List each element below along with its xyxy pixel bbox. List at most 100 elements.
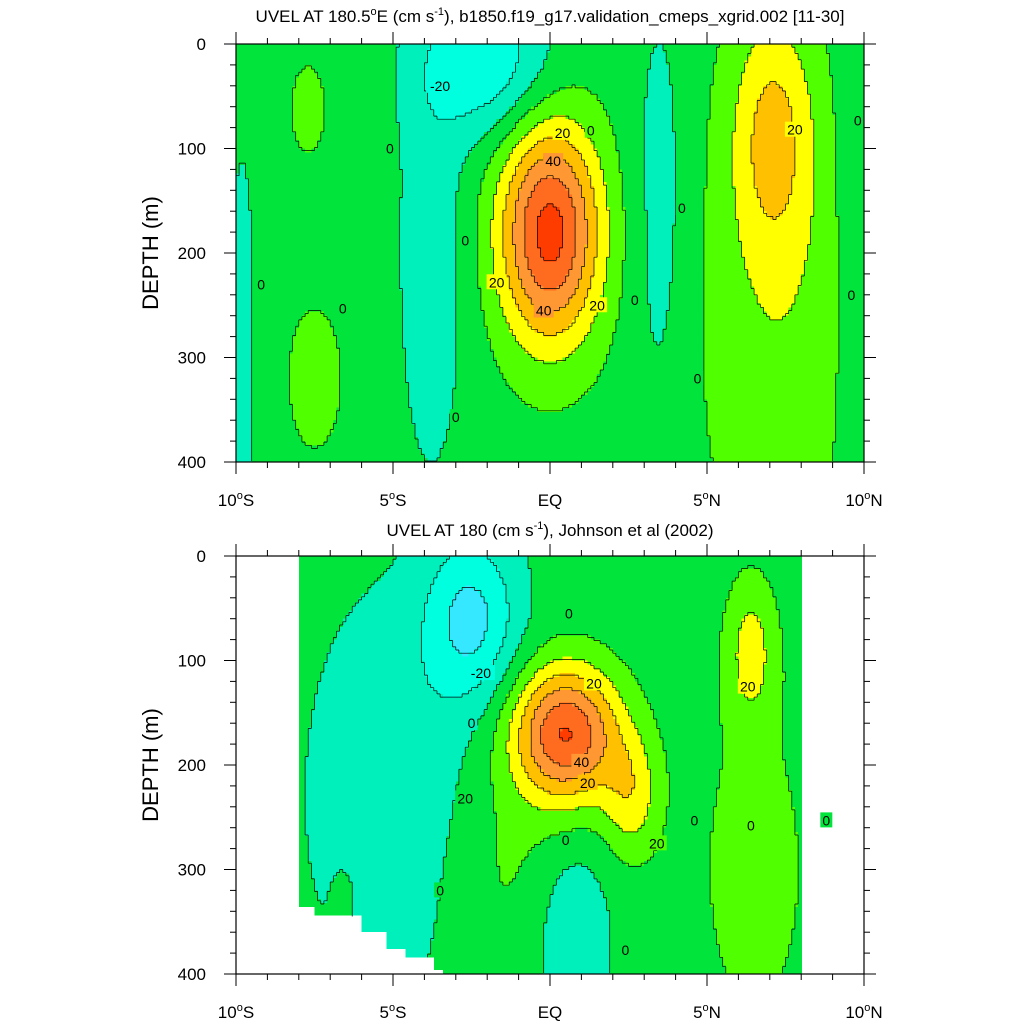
contour-label-bg <box>559 832 572 848</box>
contour-label-bg <box>543 153 564 169</box>
contour-label: 20 <box>589 297 605 313</box>
contour-lines <box>236 44 840 462</box>
contour-label: 0 <box>621 942 629 958</box>
contour-label: 0 <box>257 276 265 292</box>
x-tick-label: 10oS <box>218 1002 254 1022</box>
x-tick-label: 5oS <box>380 490 407 510</box>
y-tick-label: 300 <box>178 349 206 368</box>
contour-label: 0 <box>631 292 639 308</box>
contour-label: 0 <box>694 370 702 386</box>
contour-label: 0 <box>386 141 394 157</box>
contour-label-bg <box>628 292 641 308</box>
y-tick-label: 0 <box>197 35 206 54</box>
contour-label: -20 <box>430 78 450 94</box>
contour-label-bg <box>571 753 592 769</box>
contour-label: 0 <box>565 605 573 621</box>
contour-label-bg <box>466 665 495 681</box>
x-tick-label: 5oN <box>693 490 721 510</box>
contour-label: 20 <box>649 835 665 851</box>
contour-label-bg <box>562 605 575 621</box>
contour-labels: -20 20 40 20 20 20 20 0 0 0 0 0 0 0 0 <box>434 605 833 958</box>
y-tick-label: 300 <box>178 861 206 880</box>
contour-label: 0 <box>461 232 469 248</box>
contour-label-bg <box>691 370 704 386</box>
contour-label: 0 <box>436 882 444 898</box>
contour-label: 0 <box>691 812 699 828</box>
contour-label: 0 <box>822 812 830 828</box>
contour-label-bg <box>455 790 476 806</box>
contour-label-bg <box>784 121 805 137</box>
contour-label: 40 <box>536 302 552 318</box>
x-tick-label: 5oN <box>693 1002 721 1022</box>
contour-label: -20 <box>471 665 491 681</box>
contour-line-path <box>236 44 840 462</box>
contour-label-bg <box>583 675 604 691</box>
contour-labels: -20 20 40 20 40 20 20 0 0 0 0 0 0 0 0 0 0 0 <box>255 77 864 425</box>
contour-label-bg <box>744 817 757 833</box>
contour-label: 0 <box>854 112 862 128</box>
contour-label: 20 <box>740 679 756 695</box>
contour-label-bg <box>426 77 455 93</box>
contour-label-bg <box>383 140 396 156</box>
contour-label-bg <box>255 276 268 292</box>
y-tick-label: 100 <box>178 652 206 671</box>
y-axis-label: DEPTH (m) <box>138 196 163 310</box>
contour-label-bg <box>820 812 833 828</box>
y-tick-label: 0 <box>197 547 206 566</box>
contour-label-bg <box>675 200 688 216</box>
chart-title: UVEL AT 180.5oE (cm s-1), b1850.f19_g17.… <box>256 6 845 26</box>
contour-label-bg <box>336 300 349 316</box>
contour-label: 20 <box>580 775 596 791</box>
contour-label: 40 <box>574 754 590 770</box>
contour-label: 0 <box>339 300 347 316</box>
axis-ticks <box>224 544 876 986</box>
y-tick-label: 200 <box>178 244 206 263</box>
contour-label: 0 <box>678 200 686 216</box>
contour-label-bg <box>449 409 462 425</box>
x-tick-label: 10oN <box>845 490 882 510</box>
contour-label-bg <box>584 122 597 138</box>
y-tick-label: 200 <box>178 756 206 775</box>
contour-label-bg <box>552 124 573 140</box>
contour-label: 40 <box>545 153 561 169</box>
contour-label-bg <box>646 835 667 851</box>
contour-label-bg <box>688 812 701 828</box>
contour-label: 0 <box>848 287 856 303</box>
contour-label-bg <box>434 882 447 898</box>
contour-label-bg <box>845 286 858 302</box>
x-tick-label: EQ <box>538 491 563 510</box>
contour-label: 0 <box>747 818 755 834</box>
y-tick-label: 400 <box>178 965 206 984</box>
contour-label: 20 <box>586 675 602 691</box>
contour-label-bg <box>737 678 758 694</box>
contour-label-bg <box>486 274 507 290</box>
y-tick-label: 100 <box>178 140 206 159</box>
contour-label-bg <box>619 941 632 957</box>
contour-label-bg <box>851 112 864 128</box>
y-axis-label: DEPTH (m) <box>138 708 163 822</box>
contour-label: 0 <box>452 409 460 425</box>
contour-label: 0 <box>562 832 570 848</box>
axis-ticks <box>224 32 876 474</box>
contour-label-bg <box>587 297 608 313</box>
contour-label-bg <box>459 232 472 248</box>
contour-label-bg <box>577 774 598 790</box>
chart-title: UVEL AT 180 (cm s-1), Johnson et al (200… <box>387 520 714 540</box>
contour-label-bg <box>465 715 478 731</box>
x-tick-label: 10oN <box>845 1002 882 1022</box>
x-tick-label: EQ <box>538 1003 563 1022</box>
x-tick-label: 10oS <box>218 490 254 510</box>
contour-fill <box>298 556 802 974</box>
contour-label: 0 <box>587 123 595 139</box>
contour-fill <box>236 44 865 463</box>
contour-label: 20 <box>489 274 505 290</box>
x-tick-label: 5oS <box>380 1002 407 1022</box>
contour-label: 0 <box>468 715 476 731</box>
y-tick-label: 400 <box>178 453 206 472</box>
contour-label: 20 <box>787 122 803 138</box>
contour-label: 20 <box>457 790 473 806</box>
contour-label: 20 <box>555 125 571 141</box>
